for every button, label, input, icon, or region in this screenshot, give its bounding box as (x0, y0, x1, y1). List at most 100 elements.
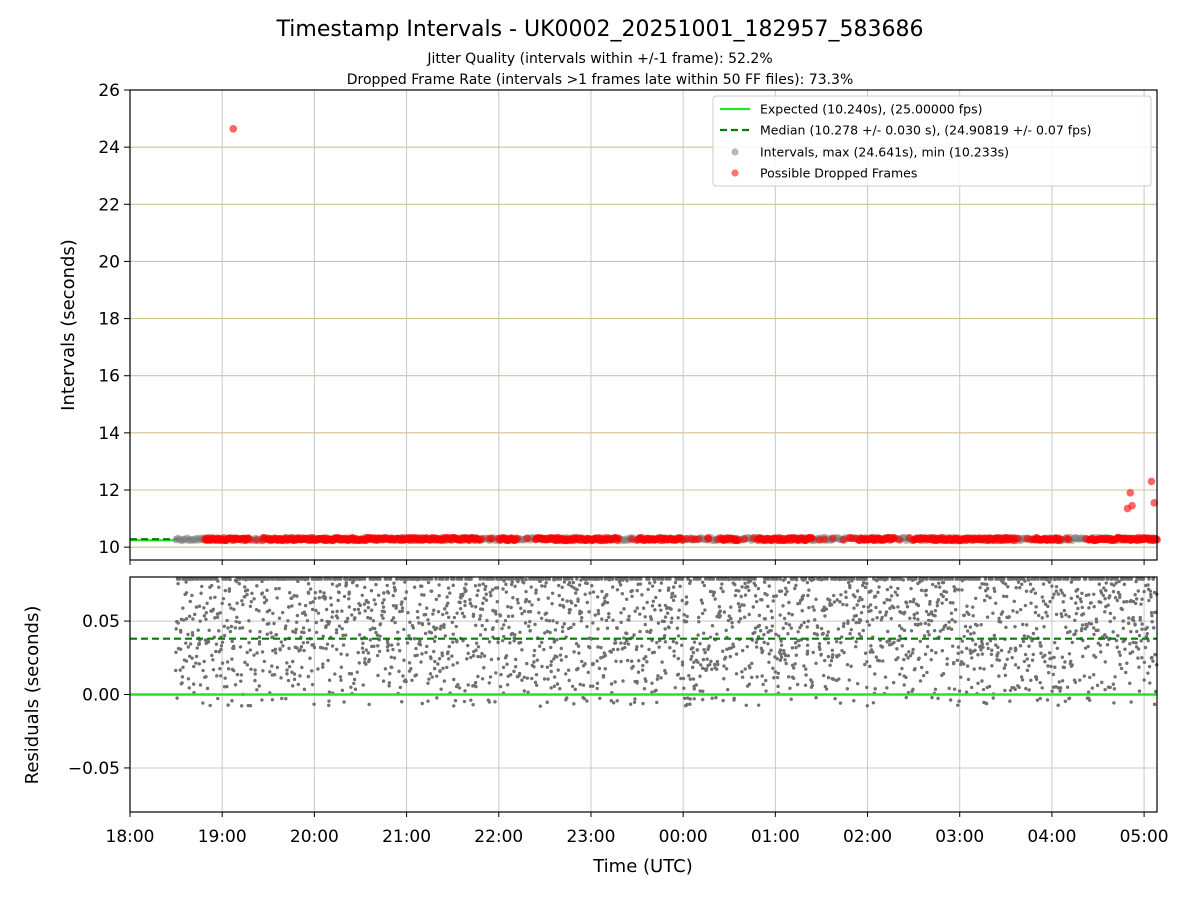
residual-point (306, 582, 311, 586)
residual-point (345, 616, 350, 621)
residual-point (1049, 577, 1053, 581)
residual-point (593, 613, 597, 617)
residual-point (667, 625, 671, 630)
residual-point (1054, 612, 1059, 617)
residual-point (787, 611, 791, 616)
residual-point (1141, 577, 1146, 581)
residual-point (399, 577, 403, 581)
residual-point (740, 648, 745, 653)
residual-point (1129, 577, 1134, 581)
residual-point (784, 586, 788, 590)
residual-point (283, 626, 288, 631)
residual-point (925, 644, 930, 649)
residual-point (653, 580, 657, 584)
residual-point (873, 594, 878, 598)
residual-point (900, 644, 904, 648)
residual-point (786, 654, 791, 658)
residual-point (506, 604, 510, 609)
residual-point (743, 667, 747, 671)
residual-point (476, 645, 481, 649)
residual-point (473, 680, 478, 685)
residual-point (797, 601, 802, 605)
residual-point (482, 596, 486, 600)
residual-point (380, 613, 384, 618)
residual-point (1108, 594, 1112, 598)
residual-point (539, 616, 544, 620)
residual-point (1146, 583, 1150, 587)
residual-point (1150, 655, 1154, 660)
residual-point (432, 649, 436, 654)
x-tick-label: 01:00 (751, 827, 800, 847)
residual-point (698, 577, 702, 581)
residual-point (386, 640, 390, 645)
residual-point (376, 673, 380, 678)
residual-point (1045, 577, 1050, 581)
residual-point (466, 683, 470, 687)
dropped-frame-point (477, 535, 486, 543)
dropped-frame-point (513, 534, 521, 543)
residual-point (252, 653, 256, 657)
residual-point (1112, 687, 1117, 691)
residual-point (555, 682, 560, 686)
residual-point (658, 588, 662, 593)
residual-point (1069, 580, 1074, 584)
residual-point (980, 652, 985, 656)
residual-point (217, 629, 221, 633)
x-tick-label: 22:00 (474, 827, 523, 847)
residual-point (1003, 663, 1008, 667)
residual-point (1101, 593, 1106, 598)
residual-point (298, 602, 302, 606)
residual-point (1047, 580, 1052, 584)
residual-point (476, 674, 480, 679)
residual-point (402, 627, 406, 632)
residual-point (611, 647, 616, 652)
residual-point (1033, 577, 1037, 581)
residual-point (968, 648, 972, 652)
residual-point (794, 578, 799, 582)
residual-point (471, 653, 476, 658)
residual-point (853, 594, 857, 599)
residual-point (361, 641, 365, 645)
residual-point (387, 681, 392, 685)
residual-point (1062, 593, 1067, 598)
residual-point (300, 665, 304, 670)
residual-point (997, 616, 1001, 621)
residual-point (982, 667, 986, 671)
residual-point (327, 690, 332, 694)
residual-point (339, 665, 344, 669)
residual-point (783, 653, 788, 658)
residual-point (706, 647, 710, 652)
residual-point (804, 673, 808, 677)
residual-point (1067, 614, 1071, 619)
residual-point (941, 594, 945, 599)
residual-point (556, 668, 560, 672)
residual-point (1113, 675, 1117, 679)
residual-point (837, 653, 841, 657)
residual-point (1113, 596, 1118, 600)
residual-point (889, 594, 894, 598)
residual-point (703, 577, 708, 581)
residual-point (802, 664, 806, 668)
residual-point (549, 663, 553, 667)
residual-point (775, 657, 779, 661)
residual-point (456, 682, 460, 687)
residual-point (204, 617, 208, 621)
residual-point (1054, 584, 1059, 589)
residual-point (222, 633, 227, 638)
residual-point (220, 661, 225, 665)
residual-point (474, 648, 478, 652)
residual-point (610, 577, 615, 581)
residual-point (445, 604, 449, 608)
residual-point (646, 587, 650, 592)
residual-point (284, 624, 288, 628)
residual-point (1029, 589, 1033, 594)
residual-point (285, 661, 289, 665)
residual-point (1136, 589, 1140, 593)
residual-point (994, 601, 998, 605)
dropped-frame-outlier (1128, 501, 1136, 510)
residual-point (801, 593, 806, 598)
residual-point (360, 593, 364, 597)
residual-point (290, 604, 294, 608)
dropped-frame-point (252, 536, 261, 544)
residual-point (272, 673, 277, 677)
